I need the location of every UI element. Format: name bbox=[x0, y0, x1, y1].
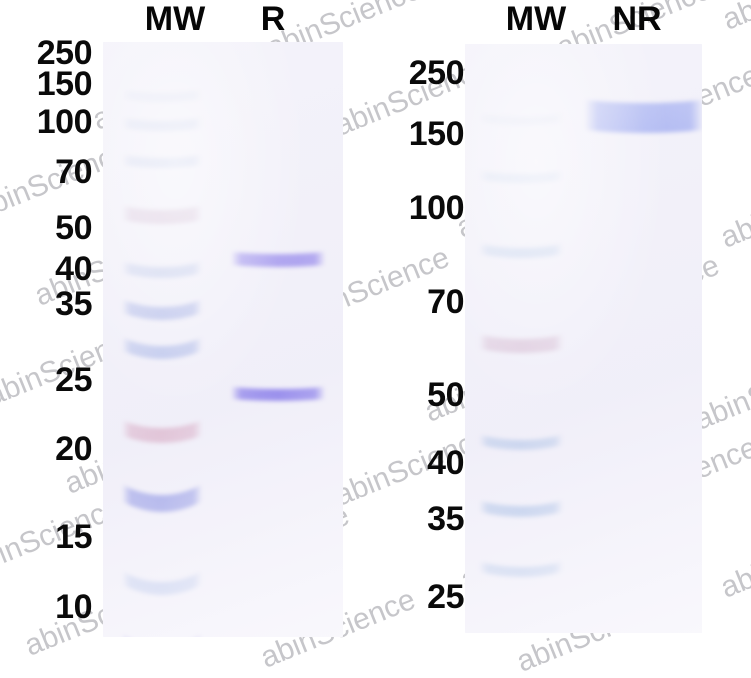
gel-lanes bbox=[103, 42, 343, 637]
mw-marker-label-10: 10 bbox=[55, 588, 92, 626]
sample-band-nr-0 bbox=[586, 95, 702, 138]
ladder-band-40 bbox=[480, 496, 562, 522]
ladder-band-15 bbox=[123, 567, 201, 600]
lane-header-mw-left: MW bbox=[144, 0, 206, 38]
mw-marker-label-70: 70 bbox=[55, 153, 92, 191]
mw-marker-label-50: 50 bbox=[427, 376, 464, 414]
ladder-band-250 bbox=[123, 85, 201, 107]
mw-marker-label-100: 100 bbox=[36, 103, 93, 141]
ladder-band-20 bbox=[123, 480, 201, 517]
ladder-band-150 bbox=[123, 113, 201, 136]
mw-marker-label-50: 50 bbox=[55, 209, 92, 247]
watermark-text: abinScience bbox=[716, 162, 751, 255]
ladder-band-70 bbox=[480, 330, 562, 358]
sample-band-r-1 bbox=[232, 382, 324, 406]
ladder-band-50 bbox=[123, 257, 201, 283]
mw-marker-label-25: 25 bbox=[55, 361, 92, 399]
lane-header-nr: NR bbox=[612, 0, 662, 38]
mw-marker-label-250: 250 bbox=[408, 54, 465, 92]
ladder-band-100 bbox=[480, 239, 562, 263]
watermark-text: abinScience bbox=[718, 0, 751, 38]
mw-marker-label-150: 150 bbox=[36, 65, 93, 103]
ladder-band-50 bbox=[480, 430, 562, 455]
ladder-band-40 bbox=[123, 295, 201, 325]
sample-band-r-0 bbox=[232, 247, 324, 272]
mw-marker-label-150: 150 bbox=[408, 115, 465, 153]
non-reduced-gel-panel bbox=[465, 44, 702, 633]
mw-marker-label-35: 35 bbox=[55, 285, 92, 323]
ladder-band-35 bbox=[123, 333, 201, 364]
ladder-band-35 bbox=[480, 557, 562, 582]
mw-marker-label-70: 70 bbox=[427, 283, 464, 321]
mw-marker-label-25: 25 bbox=[427, 578, 464, 616]
ladder-band-150 bbox=[480, 166, 562, 188]
ladder-band-250 bbox=[480, 109, 562, 130]
mw-marker-label-20: 20 bbox=[55, 430, 92, 468]
mw-marker-label-40: 40 bbox=[427, 444, 464, 482]
mw-marker-label-35: 35 bbox=[427, 500, 464, 538]
lane-header-r: R bbox=[260, 0, 286, 38]
ladder-band-25 bbox=[123, 416, 201, 448]
mw-marker-label-250: 250 bbox=[36, 34, 93, 72]
mw-marker-label-40: 40 bbox=[55, 250, 92, 288]
mw-marker-label-15: 15 bbox=[55, 518, 92, 556]
reduced-gel-panel bbox=[103, 42, 343, 637]
ladder-band-70 bbox=[123, 201, 201, 229]
lane-header-mw-right: MW bbox=[505, 0, 567, 38]
mw-marker-label-100: 100 bbox=[408, 189, 465, 227]
gel-lanes bbox=[465, 44, 702, 633]
ladder-band-100 bbox=[123, 150, 201, 173]
ladder-band-10 bbox=[123, 630, 201, 637]
watermark-text: abinScience bbox=[716, 512, 751, 605]
